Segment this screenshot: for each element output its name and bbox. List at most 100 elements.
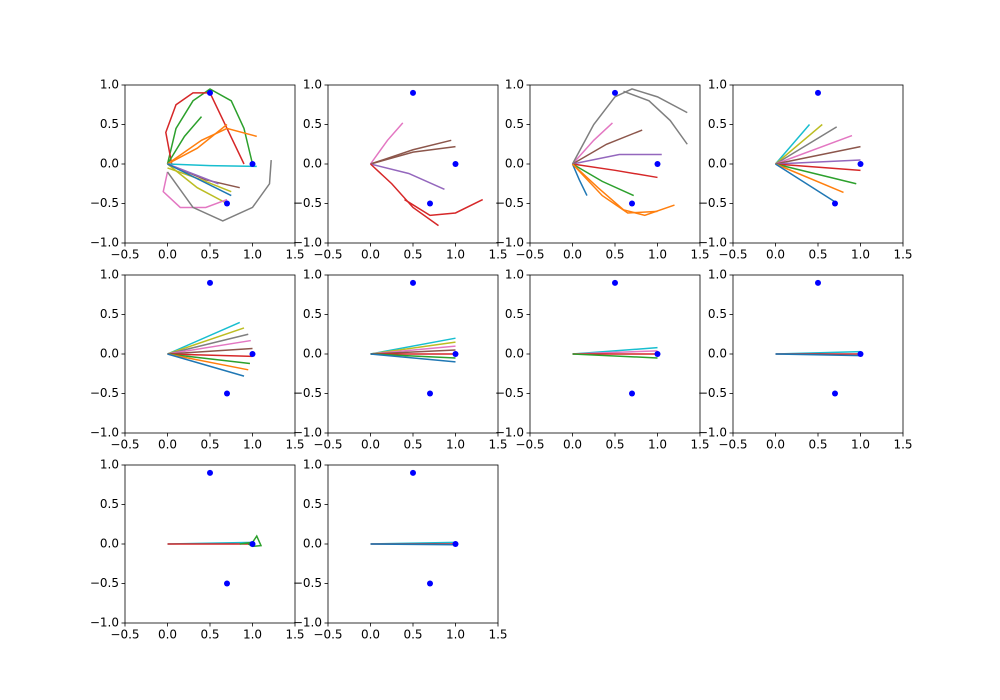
y-tick-label: 0.5 bbox=[100, 497, 119, 511]
trajectory bbox=[167, 127, 257, 165]
x-tick-label: 1.5 bbox=[488, 438, 507, 452]
y-tick-label: 1.0 bbox=[303, 78, 322, 92]
subplot: −0.5 0.0 0.5 1.0 1.5−1.0−0.50.00.51.0 bbox=[293, 458, 508, 642]
trajectory bbox=[370, 139, 452, 165]
trajectory bbox=[775, 163, 836, 203]
trajectory bbox=[572, 153, 662, 165]
trajectory bbox=[775, 123, 823, 165]
y-tick-label: −0.5 bbox=[293, 196, 322, 210]
trajectory bbox=[775, 126, 838, 165]
target-point bbox=[452, 541, 459, 547]
y-tick-label: −1.0 bbox=[495, 426, 524, 440]
plot-area bbox=[162, 88, 272, 222]
y-tick-label: 0.5 bbox=[708, 117, 727, 131]
y-tick-label: −0.5 bbox=[90, 576, 119, 590]
axes-frame bbox=[327, 84, 499, 244]
target-point bbox=[815, 89, 821, 96]
y-tick-label: 0.0 bbox=[505, 347, 524, 361]
y-tick-label: 1.0 bbox=[100, 268, 119, 282]
x-tick-label: 1.0 bbox=[243, 438, 262, 452]
trajectory bbox=[775, 159, 861, 165]
target-point bbox=[410, 89, 416, 96]
x-tick-label: −0.5 bbox=[718, 248, 747, 262]
trajectory bbox=[571, 88, 688, 165]
target-point bbox=[249, 161, 256, 167]
x-tick-label: 1.5 bbox=[690, 248, 709, 262]
y-tick-label: 0.5 bbox=[303, 307, 322, 321]
trajectory bbox=[167, 333, 249, 355]
trajectory bbox=[775, 353, 861, 357]
x-tick-label: 1.5 bbox=[893, 438, 912, 452]
x-tick-label: 1.0 bbox=[446, 438, 465, 452]
trajectory bbox=[572, 163, 635, 197]
target-point bbox=[249, 351, 256, 357]
target-point bbox=[857, 351, 864, 357]
x-tick-label: 0.0 bbox=[563, 438, 582, 452]
x-tick-label: −0.5 bbox=[718, 438, 747, 452]
x-tick-label: 1.0 bbox=[243, 248, 262, 262]
target-point bbox=[410, 279, 416, 286]
y-tick-label: 1.0 bbox=[100, 458, 119, 472]
x-tick-label: 0.5 bbox=[200, 438, 219, 452]
subplot: −0.5 0.0 0.5 1.0 1.5−1.0−0.50.00.51.0 bbox=[90, 458, 305, 642]
subplot: −0.5 0.0 0.5 1.0 1.5−1.0−0.50.00.51.0 bbox=[698, 268, 913, 452]
plot-area bbox=[775, 279, 864, 397]
x-tick-label: 0.0 bbox=[766, 438, 785, 452]
x-tick-label: 1.0 bbox=[446, 628, 465, 642]
target-point bbox=[452, 351, 459, 357]
trajectory bbox=[167, 163, 219, 185]
y-tick-label: 0.5 bbox=[505, 307, 524, 321]
plot-area bbox=[167, 469, 263, 587]
x-tick-label: 1.5 bbox=[893, 248, 912, 262]
x-tick-label: 1.5 bbox=[488, 248, 507, 262]
plot-area bbox=[167, 279, 256, 397]
trajectory bbox=[370, 145, 456, 165]
trajectory bbox=[167, 167, 232, 193]
x-tick-label: 1.5 bbox=[285, 248, 304, 262]
target-point bbox=[832, 390, 838, 397]
trajectory bbox=[571, 163, 658, 214]
x-tick-label: 0.0 bbox=[158, 628, 177, 642]
x-tick-label: 0.0 bbox=[361, 438, 380, 452]
y-tick-label: 0.0 bbox=[100, 157, 119, 171]
y-tick-label: 0.5 bbox=[708, 307, 727, 321]
trajectory bbox=[775, 145, 861, 165]
trajectory bbox=[623, 90, 688, 145]
x-tick-label: 0.5 bbox=[605, 248, 624, 262]
target-point bbox=[654, 161, 661, 167]
trajectory bbox=[167, 353, 249, 371]
trajectory bbox=[775, 163, 857, 185]
x-tick-label: 1.5 bbox=[690, 438, 709, 452]
target-point bbox=[815, 279, 821, 286]
trajectory bbox=[775, 134, 853, 165]
x-tick-label: −0.5 bbox=[313, 438, 342, 452]
trajectory bbox=[167, 353, 251, 365]
trajectory bbox=[775, 163, 844, 194]
axes-frame bbox=[124, 84, 296, 244]
x-tick-label: 0.0 bbox=[766, 248, 785, 262]
y-tick-label: 0.5 bbox=[303, 497, 322, 511]
target-point bbox=[427, 200, 433, 207]
target-point bbox=[427, 580, 433, 587]
trajectory bbox=[370, 543, 456, 546]
x-tick-label: 0.0 bbox=[361, 628, 380, 642]
y-tick-label: 1.0 bbox=[505, 78, 524, 92]
trajectory bbox=[572, 163, 658, 179]
subplot: −0.5 0.0 0.5 1.0 1.5−1.0−0.50.00.51.0 bbox=[90, 268, 305, 452]
y-tick-label: −0.5 bbox=[698, 386, 727, 400]
x-tick-label: 0.5 bbox=[808, 248, 827, 262]
target-point bbox=[224, 580, 230, 587]
y-tick-label: −0.5 bbox=[293, 386, 322, 400]
plot-area bbox=[572, 279, 661, 397]
trajectory bbox=[167, 163, 257, 168]
x-tick-label: 1.5 bbox=[285, 438, 304, 452]
subplot: −0.5 0.0 0.5 1.0 1.5−1.0−0.50.00.51.0 bbox=[293, 268, 508, 452]
y-tick-label: 0.0 bbox=[708, 157, 727, 171]
y-tick-label: 1.0 bbox=[708, 268, 727, 282]
x-tick-label: 0.5 bbox=[808, 438, 827, 452]
x-tick-label: −0.5 bbox=[515, 438, 544, 452]
x-tick-label: 0.5 bbox=[605, 438, 624, 452]
y-tick-label: −0.5 bbox=[90, 196, 119, 210]
trajectory bbox=[167, 353, 245, 377]
